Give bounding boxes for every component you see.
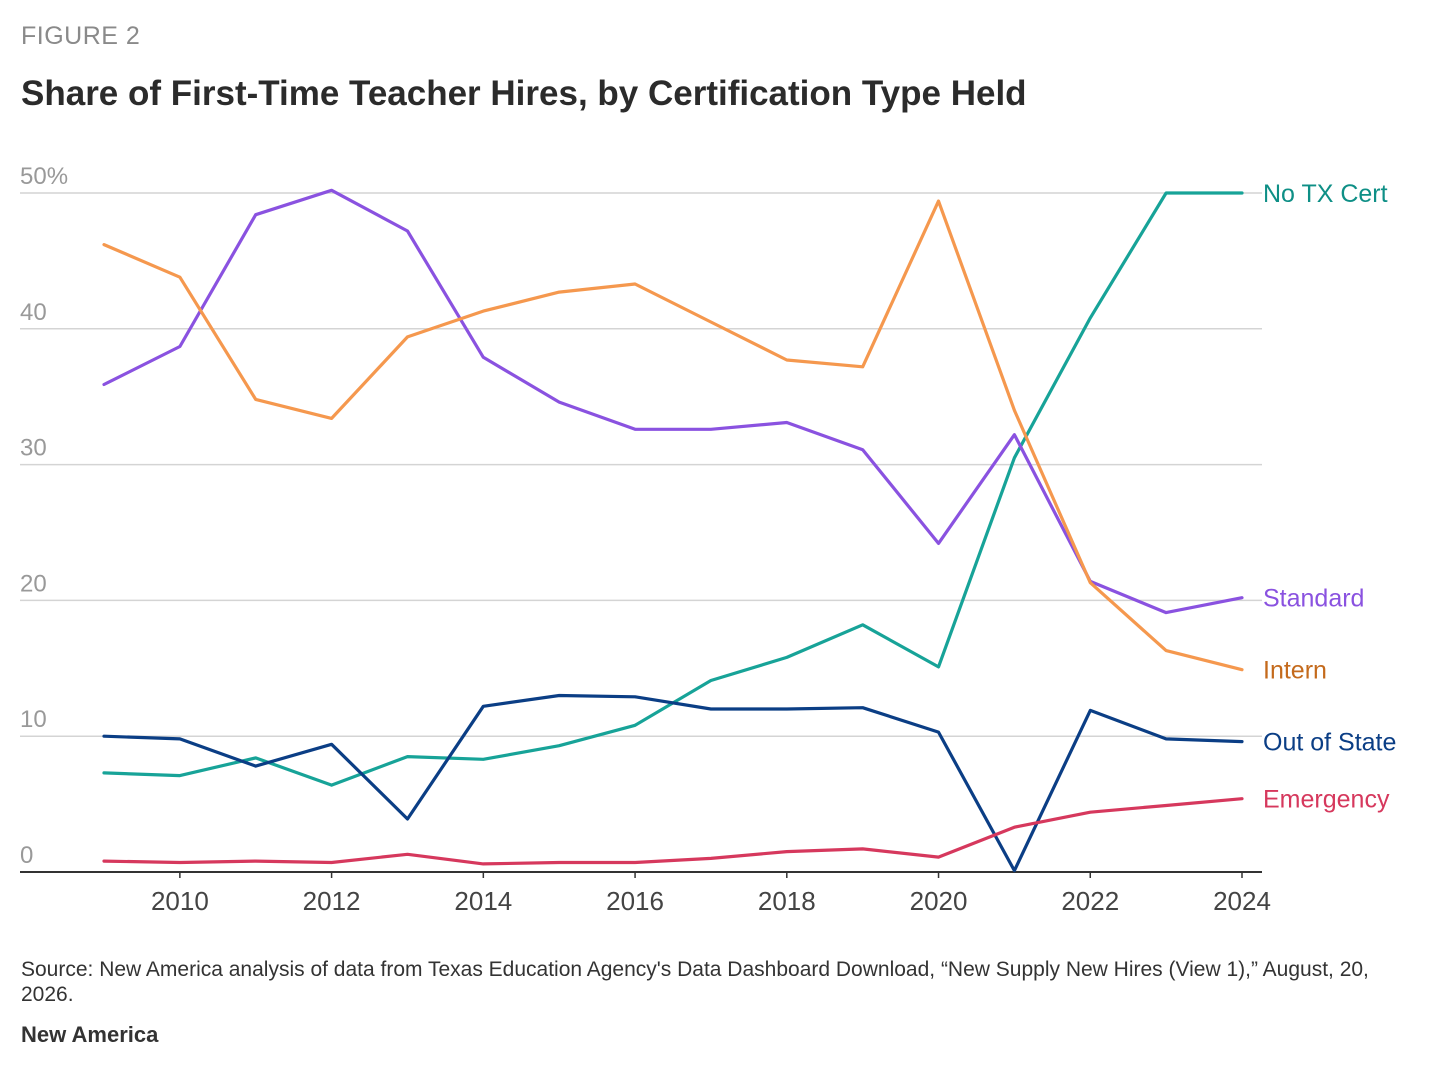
series-label-out-of-state: Out of State bbox=[1263, 729, 1396, 757]
y-tick-label-20: 20 bbox=[20, 570, 47, 597]
x-tick-label-2024: 2024 bbox=[1213, 886, 1271, 916]
publisher-brand: New America bbox=[21, 1022, 159, 1047]
x-tick-label-2018: 2018 bbox=[758, 886, 816, 916]
x-tick-label-2012: 2012 bbox=[303, 886, 361, 916]
y-tick-label-10: 10 bbox=[20, 706, 47, 733]
x-tick-label-2016: 2016 bbox=[606, 886, 664, 916]
series-line-standard bbox=[102, 188, 1244, 615]
series-label-no-tx-cert: No TX Cert bbox=[1263, 180, 1388, 208]
y-tick-label-50: 50% bbox=[20, 163, 68, 190]
series-lines bbox=[102, 188, 1244, 873]
y-tick-label-0: 0 bbox=[20, 842, 33, 869]
line-chart: 0 10 20 30 40 50% 2010 2012 2014 2016 2018 2020 202… bbox=[20, 163, 1396, 916]
x-tick-label-2014: 2014 bbox=[454, 886, 512, 916]
y-tick-label-40: 40 bbox=[20, 299, 47, 326]
series-label-standard: Standard bbox=[1263, 585, 1364, 613]
x-tick-label-2020: 2020 bbox=[910, 886, 968, 916]
x-tick-label-2022: 2022 bbox=[1061, 886, 1119, 916]
chart-title: Share of First-Time Teacher Hires, by Ce… bbox=[21, 74, 1027, 113]
series-label-emergency: Emergency bbox=[1263, 786, 1390, 814]
series-label-intern: Intern bbox=[1263, 657, 1327, 685]
source-note: Source: New America analysis of data fro… bbox=[21, 958, 1369, 1006]
series-line-out-of-state bbox=[102, 693, 1244, 873]
series-line-no-tx-cert bbox=[102, 191, 1244, 787]
x-axis: 2010 2012 2014 2016 2018 2020 2022 2024 bbox=[20, 871, 1271, 916]
figure-label: FIGURE 2 bbox=[21, 22, 141, 50]
x-tick-label-2010: 2010 bbox=[151, 886, 209, 916]
y-axis-ticks: 0 10 20 30 40 50% bbox=[20, 163, 68, 869]
series-line-emergency bbox=[102, 797, 1244, 866]
gridlines bbox=[20, 192, 1262, 737]
y-tick-label-30: 30 bbox=[20, 435, 47, 462]
series-labels: No TX Cert Standard Intern Out of State Emer… bbox=[1263, 180, 1396, 814]
series-line-intern bbox=[102, 199, 1244, 672]
